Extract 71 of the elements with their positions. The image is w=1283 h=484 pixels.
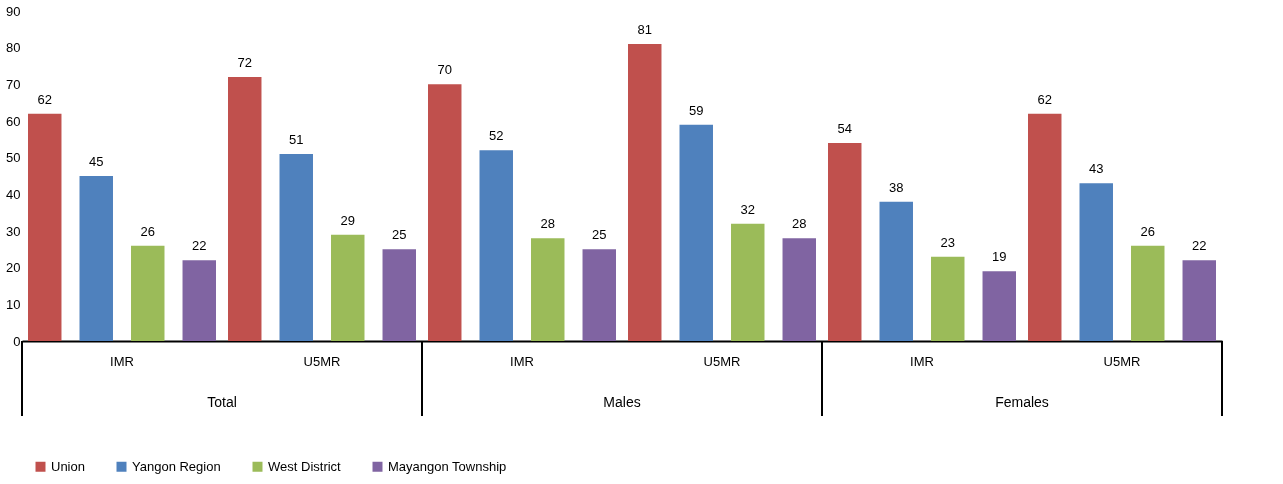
y-tick-label: 20 bbox=[6, 260, 21, 276]
text: Females bbox=[995, 394, 1049, 410]
x-tick-label: IMR bbox=[510, 353, 534, 369]
legend-label: Union bbox=[51, 458, 85, 474]
bar bbox=[531, 238, 565, 341]
data-label: 59 bbox=[689, 102, 704, 118]
bar bbox=[982, 271, 1016, 341]
bar bbox=[28, 113, 62, 341]
y-tick-label: 60 bbox=[6, 113, 21, 129]
bar bbox=[428, 84, 462, 341]
x-tick-label: U5MR bbox=[1103, 353, 1141, 369]
y-tick-label: 70 bbox=[6, 76, 21, 92]
legend-label: Mayangon Township bbox=[388, 458, 507, 474]
y-tick-label: 30 bbox=[6, 223, 21, 239]
data-label: 43 bbox=[1089, 161, 1104, 177]
y-tick-label: 0 bbox=[13, 333, 21, 349]
bar bbox=[1079, 183, 1113, 341]
data-label: 25 bbox=[592, 227, 607, 243]
y-tick-label: 80 bbox=[6, 40, 21, 56]
bar bbox=[228, 77, 262, 341]
data-label: 26 bbox=[140, 223, 155, 239]
bar bbox=[679, 124, 713, 341]
bar bbox=[79, 176, 113, 341]
bar bbox=[1028, 113, 1062, 341]
data-label: 19 bbox=[992, 249, 1007, 265]
data-label: 32 bbox=[740, 201, 755, 217]
data-label: 28 bbox=[792, 216, 807, 232]
data-label: 72 bbox=[237, 55, 252, 70]
y-tick-label: 40 bbox=[6, 186, 21, 202]
data-label: 52 bbox=[489, 128, 504, 144]
bar bbox=[731, 223, 765, 341]
data-label: 28 bbox=[540, 216, 555, 232]
bar bbox=[382, 249, 416, 341]
x-tick-label: U5MR bbox=[303, 353, 341, 369]
data-label: 23 bbox=[940, 234, 955, 250]
data-label: 45 bbox=[89, 154, 104, 169]
y-tick-label: 10 bbox=[6, 296, 21, 312]
x-tick-label: IMR bbox=[110, 353, 134, 369]
text: Total bbox=[207, 394, 237, 410]
data-label: 26 bbox=[1140, 223, 1155, 239]
x-tick-label: U5MR bbox=[703, 353, 741, 369]
bar bbox=[879, 201, 913, 341]
data-label: 62 bbox=[1037, 91, 1052, 107]
legend-label: West District bbox=[268, 458, 342, 474]
data-label: 70 bbox=[437, 62, 452, 78]
data-label: 29 bbox=[340, 212, 355, 228]
bar bbox=[582, 249, 616, 341]
bar bbox=[331, 234, 365, 341]
bar bbox=[131, 245, 165, 341]
bar bbox=[1131, 245, 1165, 341]
data-label: 81 bbox=[637, 22, 652, 37]
bar bbox=[479, 150, 513, 341]
bar bbox=[828, 143, 862, 341]
y-tick-label: 50 bbox=[6, 150, 21, 166]
data-label: 54 bbox=[837, 121, 852, 136]
bar bbox=[628, 44, 662, 341]
data-label: 51 bbox=[289, 132, 304, 147]
data-label: 25 bbox=[392, 227, 407, 243]
bar bbox=[782, 238, 816, 341]
data-label: 62 bbox=[37, 91, 52, 107]
data-label: 22 bbox=[192, 238, 207, 254]
legend-label: Yangon Region bbox=[132, 458, 221, 474]
data-label: 22 bbox=[1192, 238, 1207, 254]
text: Males bbox=[603, 394, 641, 410]
y-tick-label: 90 bbox=[6, 3, 21, 19]
bar bbox=[182, 260, 216, 341]
x-tick-label: IMR bbox=[910, 353, 934, 369]
bar bbox=[931, 256, 965, 341]
bar bbox=[279, 154, 313, 341]
data-label: 38 bbox=[889, 179, 904, 195]
bar bbox=[1182, 260, 1216, 341]
